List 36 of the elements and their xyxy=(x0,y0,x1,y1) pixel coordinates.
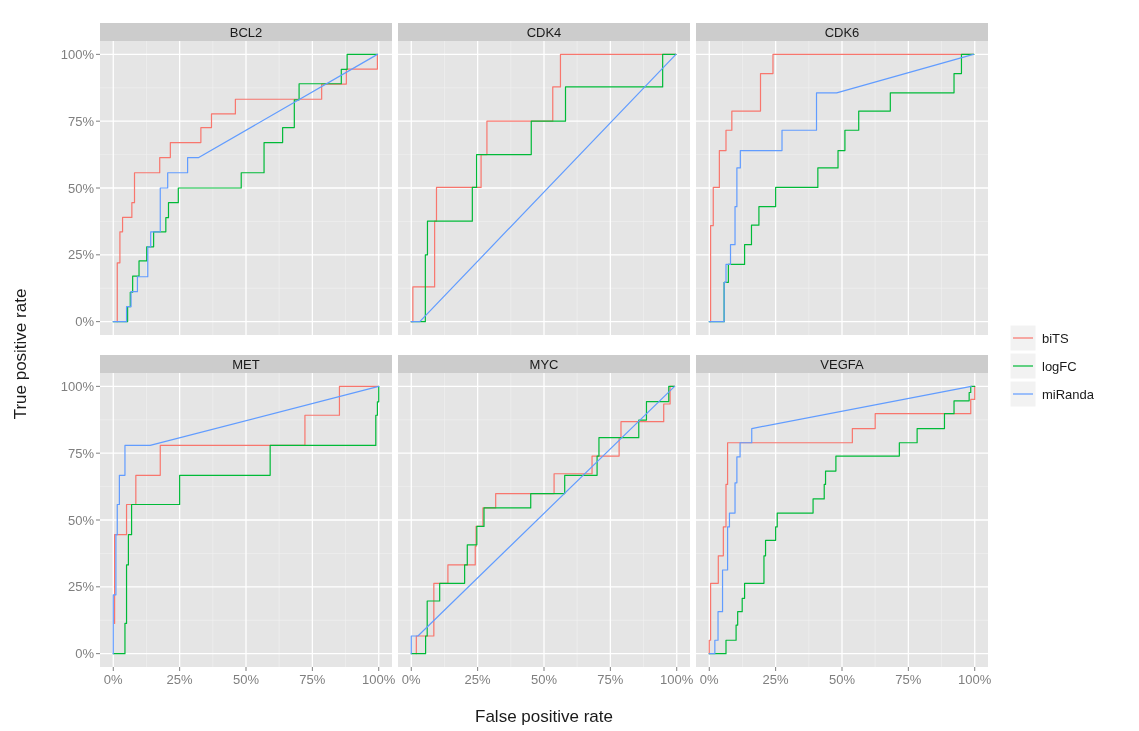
y-axis-title: True positive rate xyxy=(11,288,30,420)
legend-label: miRanda xyxy=(1042,387,1095,402)
y-tick-label: 75% xyxy=(67,113,95,129)
legend-label: logFC xyxy=(1042,359,1077,374)
x-tick-label: 50% xyxy=(828,672,856,687)
y-tick-label: 100% xyxy=(60,46,95,62)
y-tick-label: 0% xyxy=(75,314,95,330)
y-tick-label: 25% xyxy=(67,579,95,595)
chart-title: CDK4 xyxy=(526,24,562,40)
x-tick-label: 75% xyxy=(597,672,624,687)
x-tick-label: 50% xyxy=(530,672,558,687)
chart-title: MYC xyxy=(529,356,559,372)
x-tick-label: 50% xyxy=(232,672,260,687)
x-tick-label: 0% xyxy=(401,672,422,687)
chart-title: MET xyxy=(232,356,260,372)
y-tick-label: 100% xyxy=(60,378,95,394)
x-tick-label: 25% xyxy=(762,672,790,687)
x-tick-label: 100% xyxy=(362,672,396,687)
x-tick-label: 75% xyxy=(895,672,922,687)
x-axis-title: False positive rate xyxy=(475,707,613,726)
x-tick-label: 0% xyxy=(699,672,720,687)
x-tick-label: 75% xyxy=(299,672,326,687)
chart-title: VEGFA xyxy=(820,356,864,372)
y-tick-label: 50% xyxy=(67,512,95,528)
x-tick-label: 25% xyxy=(464,672,492,687)
x-tick-label: 100% xyxy=(958,672,992,687)
chart-title: BCL2 xyxy=(229,24,263,40)
x-tick-label: 0% xyxy=(103,672,124,687)
chart-title: CDK6 xyxy=(824,24,860,40)
x-tick-label: 25% xyxy=(166,672,194,687)
x-tick-label: 100% xyxy=(660,672,694,687)
y-tick-label: 25% xyxy=(67,247,95,263)
y-tick-label: 50% xyxy=(67,180,95,196)
y-tick-label: 75% xyxy=(67,445,95,461)
y-tick-label: 0% xyxy=(75,646,95,662)
legend-label: biTS xyxy=(1042,331,1070,346)
